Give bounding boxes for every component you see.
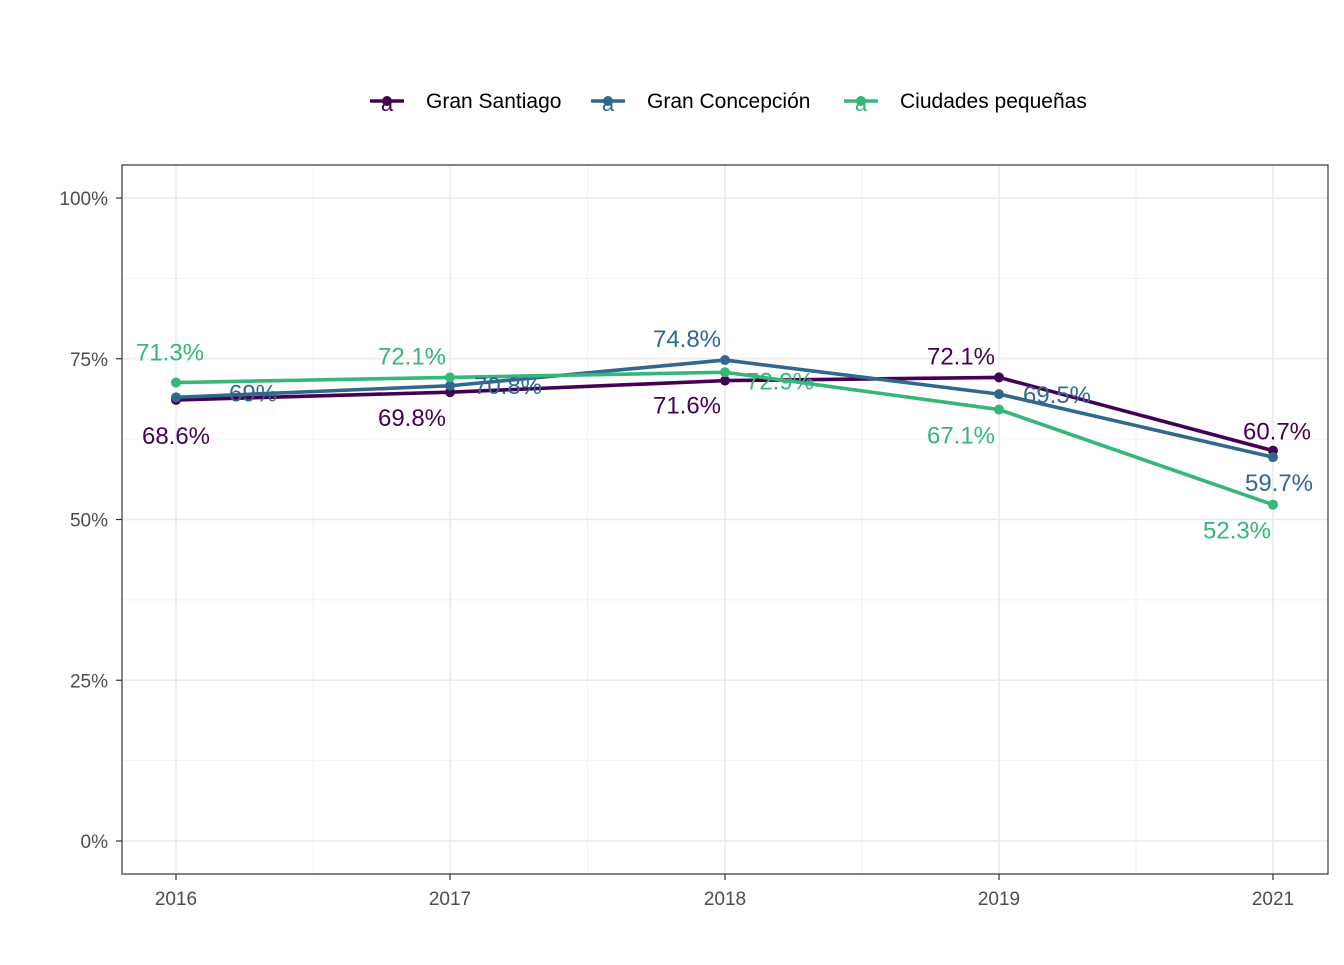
data-label: 74.8% (653, 326, 721, 353)
data-label: 70.8% (474, 373, 542, 400)
legend-item: a Ciudades pequeñas (844, 90, 1087, 116)
data-label: 67.1% (927, 423, 995, 450)
y-tick-label: 0% (81, 832, 109, 853)
legend-item: a Gran Santiago (370, 90, 561, 116)
legend-key-point (603, 96, 613, 106)
x-tick-label: 2021 (1252, 889, 1294, 910)
x-tick-label: 2017 (429, 889, 471, 910)
data-label: 52.3% (1203, 518, 1271, 545)
data-label: 69.8% (378, 405, 446, 432)
legend: a Gran Santiago a Gran Concepción a Ciudades … (370, 90, 1087, 116)
data-label: 71.6% (653, 393, 721, 420)
legend-key-point (382, 96, 392, 106)
data-label: 71.3% (136, 340, 204, 367)
data-point (994, 372, 1004, 383)
x-tick-label: 2016 (155, 889, 197, 910)
y-tick-label: 100% (59, 189, 108, 210)
legend-key-point (856, 96, 866, 106)
data-point (171, 392, 181, 403)
data-label: 72.9% (746, 368, 814, 395)
x-tick-label: 2019 (978, 889, 1020, 910)
legend-label: Gran Santiago (426, 90, 561, 113)
data-point (720, 355, 730, 366)
legend-label: Gran Concepción (647, 90, 810, 113)
data-label: 69.5% (1023, 382, 1091, 409)
data-point (720, 367, 730, 378)
data-point (994, 389, 1004, 400)
legend-key-glyph: a (602, 91, 615, 116)
y-tick-label: 50% (70, 511, 108, 532)
legend-label: Ciudades pequeñas (900, 90, 1087, 113)
y-tick-label: 25% (70, 671, 108, 692)
data-point (994, 404, 1004, 415)
data-point (445, 380, 455, 391)
series-points (171, 355, 1278, 510)
data-labels: 68.6% 69.8% 71.6% 72.1% 60.7% 69% 70.8% 74.8% 69… (136, 326, 1313, 545)
data-point (1268, 499, 1278, 510)
data-label: 59.7% (1245, 470, 1313, 497)
x-axis: 2016 2017 2018 2019 2021 (155, 874, 1294, 910)
legend-key-glyph: a (381, 91, 394, 116)
data-point (720, 375, 730, 386)
x-tick-label: 2018 (704, 889, 746, 910)
data-label: 69% (229, 380, 277, 407)
data-point (1268, 452, 1278, 463)
legend-item: a Gran Concepción (591, 90, 810, 116)
data-label: 72.1% (927, 343, 995, 370)
y-axis: 0% 25% 50% 75% 100% (59, 189, 122, 853)
data-label: 68.6% (142, 423, 210, 450)
data-label: 60.7% (1243, 419, 1311, 446)
data-label: 72.1% (378, 343, 446, 370)
y-tick-label: 75% (70, 350, 108, 371)
data-point (445, 372, 455, 383)
legend-key-glyph: a (855, 91, 868, 116)
data-point (171, 377, 181, 388)
